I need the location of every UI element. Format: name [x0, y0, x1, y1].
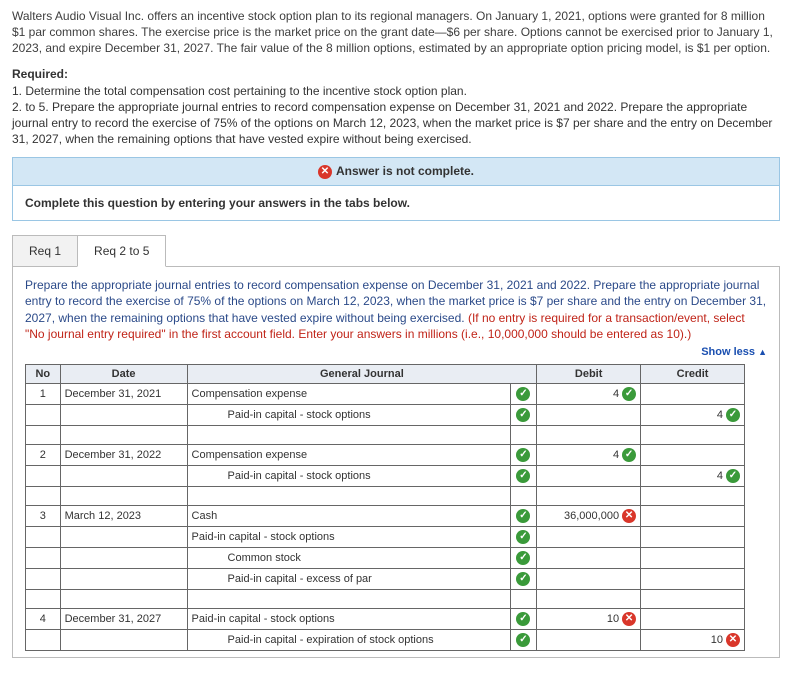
check-icon: ✓: [516, 408, 530, 422]
cell-date[interactable]: March 12, 2023: [60, 505, 187, 526]
cell-no: 4: [26, 608, 61, 629]
cell-no: 2: [26, 444, 61, 465]
cell-no: 1: [26, 383, 61, 404]
table-row: [26, 589, 745, 608]
check-icon: ✓: [516, 633, 530, 647]
caret-up-icon: ▲: [758, 347, 767, 357]
tab-req-2-5[interactable]: Req 2 to 5: [77, 235, 166, 267]
table-row: [26, 486, 745, 505]
check-icon: ✓: [622, 448, 636, 462]
cell-debit[interactable]: 10✕: [537, 608, 641, 629]
panel-instructions: Prepare the appropriate journal entries …: [25, 277, 767, 342]
check-icon: ✓: [516, 551, 530, 565]
cell-account[interactable]: Cash: [187, 505, 510, 526]
check-icon: ✓: [516, 572, 530, 586]
check-icon: ✓: [726, 469, 740, 483]
cell-account[interactable]: Compensation expense: [187, 383, 510, 404]
check-icon: ✓: [622, 387, 636, 401]
cell-account[interactable]: Paid-in capital - stock options: [187, 608, 510, 629]
show-less-toggle[interactable]: Show less ▲: [25, 346, 767, 358]
cell-credit[interactable]: [641, 383, 745, 404]
table-row: 2 December 31, 2022 Compensation expense…: [26, 444, 745, 465]
requirement-1: 1. Determine the total compensation cost…: [12, 83, 780, 99]
journal-table: No Date General Journal Debit Credit 1 D…: [25, 364, 745, 651]
table-row: 3 March 12, 2023 Cash ✓ 36,000,000✕: [26, 505, 745, 526]
tab-panel-req-2-5: Prepare the appropriate journal entries …: [12, 266, 780, 658]
check-icon: ✓: [516, 612, 530, 626]
cell-credit[interactable]: 4✓: [641, 465, 745, 486]
cell-debit[interactable]: 4✓: [537, 383, 641, 404]
cell-account[interactable]: Paid-in capital - expiration of stock op…: [187, 629, 510, 650]
table-row: Paid-in capital - stock options ✓ 4✓: [26, 404, 745, 425]
col-date: Date: [60, 364, 187, 383]
col-general-journal: General Journal: [187, 364, 537, 383]
cell-account[interactable]: Paid-in capital - stock options: [187, 404, 510, 425]
check-icon: ✓: [726, 408, 740, 422]
answer-status-text: Answer is not complete.: [336, 164, 474, 178]
check-icon: ✓: [516, 448, 530, 462]
x-icon: ✕: [622, 509, 636, 523]
table-row: 1 December 31, 2021 Compensation expense…: [26, 383, 745, 404]
answer-status-banner: ✕ Answer is not complete.: [12, 157, 780, 186]
check-icon: ✓: [516, 469, 530, 483]
table-row: Paid-in capital - stock options ✓ 4✓: [26, 465, 745, 486]
cell-no: 3: [26, 505, 61, 526]
problem-statement: Walters Audio Visual Inc. offers an ince…: [12, 8, 780, 57]
table-row: [26, 425, 745, 444]
col-credit: Credit: [641, 364, 745, 383]
table-row: Common stock ✓: [26, 547, 745, 568]
check-icon: ✓: [516, 509, 530, 523]
row-status: ✓: [510, 383, 537, 404]
cell-debit[interactable]: 36,000,000✕: [537, 505, 641, 526]
tab-req-1[interactable]: Req 1: [12, 235, 78, 267]
table-row: 4 December 31, 2027 Paid-in capital - st…: [26, 608, 745, 629]
table-row: Paid-in capital - expiration of stock op…: [26, 629, 745, 650]
cell-credit[interactable]: 10✕: [641, 629, 745, 650]
tab-bar: Req 1 Req 2 to 5: [12, 235, 780, 267]
check-icon: ✓: [516, 387, 530, 401]
check-icon: ✓: [516, 530, 530, 544]
x-icon: ✕: [622, 612, 636, 626]
cell-credit[interactable]: 4✓: [641, 404, 745, 425]
show-less-label: Show less: [701, 346, 755, 358]
cell-account[interactable]: Common stock: [187, 547, 510, 568]
table-row: Paid-in capital - excess of par ✓: [26, 568, 745, 589]
requirement-2-5: 2. to 5. Prepare the appropriate journal…: [12, 99, 780, 148]
col-no: No: [26, 364, 61, 383]
cell-date[interactable]: December 31, 2027: [60, 608, 187, 629]
complete-instruction: Complete this question by entering your …: [12, 186, 780, 221]
table-row: Paid-in capital - stock options ✓: [26, 526, 745, 547]
cell-date[interactable]: December 31, 2022: [60, 444, 187, 465]
cell-account[interactable]: Compensation expense: [187, 444, 510, 465]
incomplete-icon: ✕: [318, 165, 332, 179]
col-debit: Debit: [537, 364, 641, 383]
cell-date[interactable]: December 31, 2021: [60, 383, 187, 404]
cell-account[interactable]: Paid-in capital - stock options: [187, 465, 510, 486]
cell-account[interactable]: Paid-in capital - excess of par: [187, 568, 510, 589]
x-icon: ✕: [726, 633, 740, 647]
required-label: Required:: [12, 67, 780, 81]
cell-account[interactable]: Paid-in capital - stock options: [187, 526, 510, 547]
cell-debit[interactable]: 4✓: [537, 444, 641, 465]
